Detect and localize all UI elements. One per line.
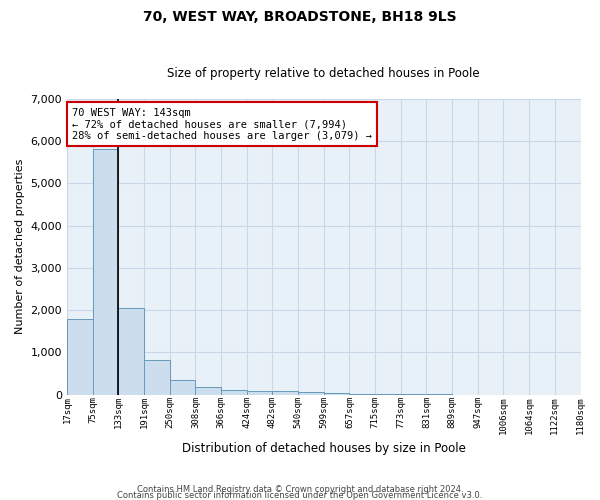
- Bar: [272, 390, 298, 394]
- Y-axis label: Number of detached properties: Number of detached properties: [15, 159, 25, 334]
- Bar: [118, 308, 144, 394]
- Text: Contains public sector information licensed under the Open Government Licence v3: Contains public sector information licen…: [118, 491, 482, 500]
- Bar: [221, 390, 247, 394]
- Title: Size of property relative to detached houses in Poole: Size of property relative to detached ho…: [167, 66, 480, 80]
- Bar: [170, 380, 196, 394]
- Text: Contains HM Land Registry data © Crown copyright and database right 2024.: Contains HM Land Registry data © Crown c…: [137, 484, 463, 494]
- Bar: [247, 390, 272, 394]
- Bar: [144, 360, 170, 394]
- Bar: [298, 392, 324, 394]
- Text: 70, WEST WAY, BROADSTONE, BH18 9LS: 70, WEST WAY, BROADSTONE, BH18 9LS: [143, 10, 457, 24]
- X-axis label: Distribution of detached houses by size in Poole: Distribution of detached houses by size …: [182, 442, 466, 455]
- Bar: [196, 388, 221, 394]
- Text: 70 WEST WAY: 143sqm
← 72% of detached houses are smaller (7,994)
28% of semi-det: 70 WEST WAY: 143sqm ← 72% of detached ho…: [72, 108, 372, 141]
- Bar: [67, 320, 93, 394]
- Bar: [93, 150, 118, 394]
